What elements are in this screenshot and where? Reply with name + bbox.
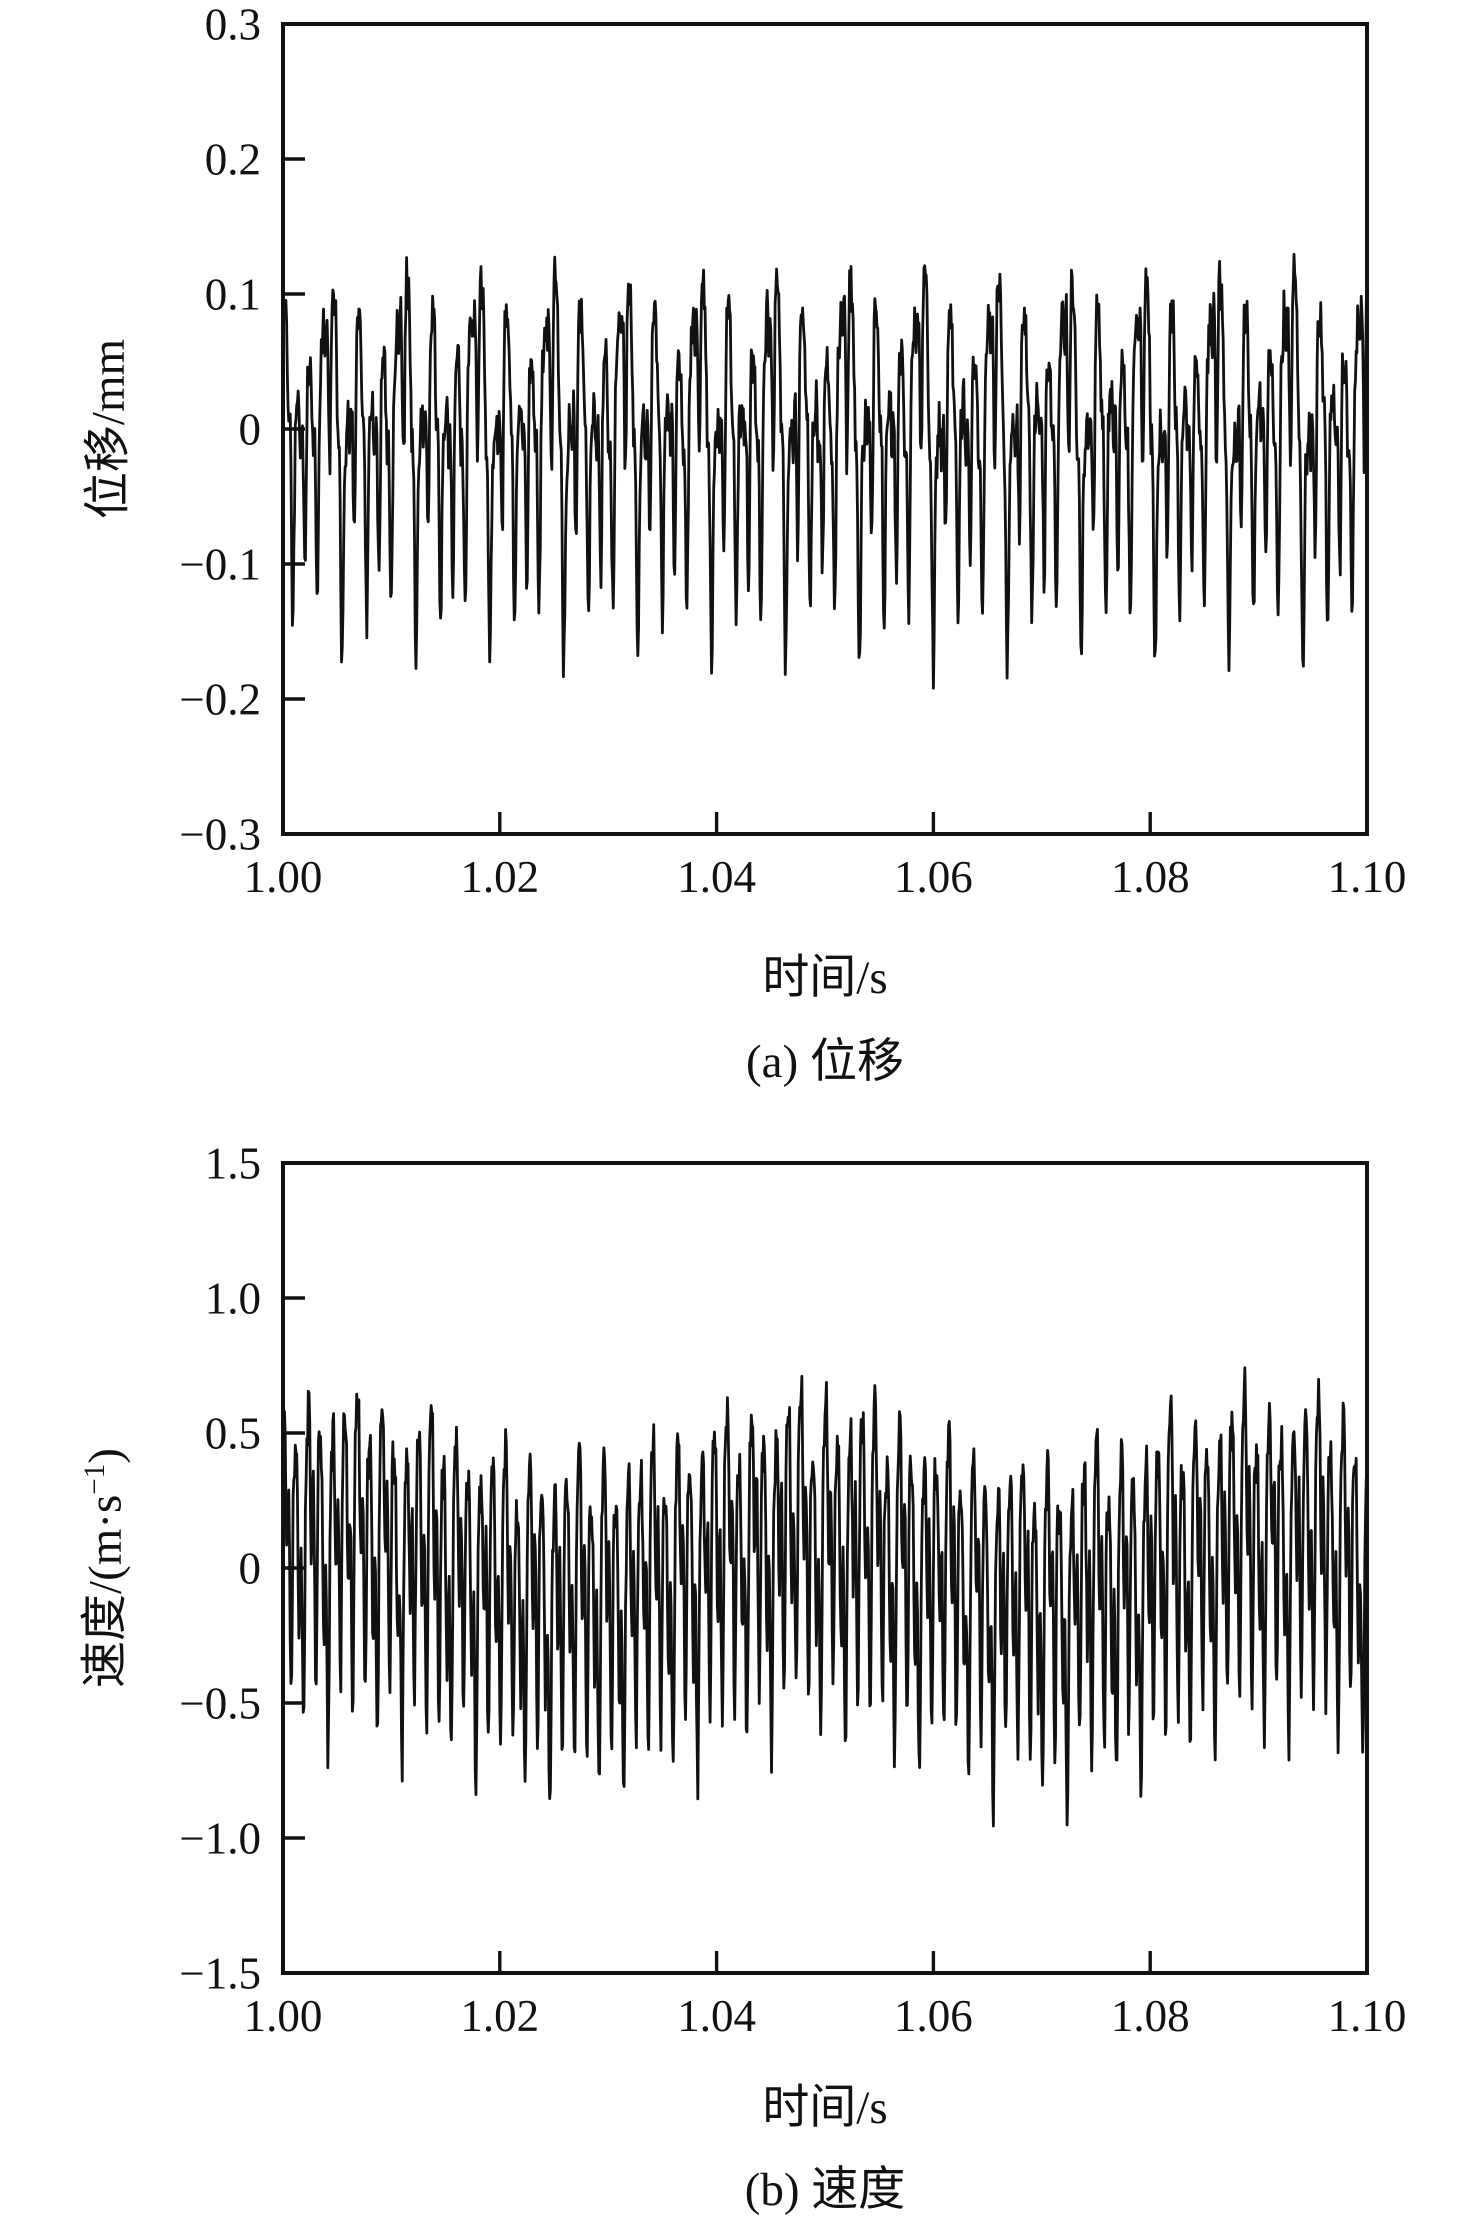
x-tick-label: 1.10 [1328,852,1407,902]
y-tick-label: 1.0 [205,1273,261,1323]
y-tick-label: 0.5 [205,1408,261,1458]
x-axis-label-b: 时间/s [762,2082,888,2134]
signal-trace [281,1366,1369,1828]
x-tick-label: 1.08 [1111,1991,1190,2041]
y-tick-label: −0.5 [179,1678,261,1728]
velocity-plot: 1.5 1.0 0.5 0 −0.5 −1.0 −1.51.00 1.02 1.04 1.06 1.… [179,1139,1407,2041]
y-tick-label: 0.3 [205,0,261,49]
y-tick-label: −1.0 [179,1813,261,1863]
y-tick-label: 0.1 [205,269,261,319]
y-tick-label: −0.2 [179,674,261,724]
panel-caption-b: (b) 速度 [744,2164,906,2216]
panel-caption-a: (a) 位移 [746,1036,904,1088]
y-tick-label: −0.1 [179,539,261,589]
x-tick-label: 1.00 [244,1991,323,2041]
x-tick-label: 1.06 [894,852,973,902]
x-tick-label: 1.00 [244,852,323,902]
x-tick-label: 1.04 [677,1991,756,2041]
x-axis-label-a: 时间/s [762,952,888,1004]
y-tick-label: −1.5 [179,1948,261,1998]
y-tick-label: 0 [239,1543,262,1593]
y-tick-label: 0 [239,404,262,454]
x-tick-label: 1.02 [460,1991,539,2041]
x-tick-label: 1.04 [677,852,756,902]
x-tick-label: 1.08 [1111,852,1190,902]
x-tick-label: 1.02 [460,852,539,902]
y-tick-label: 0.2 [205,134,261,184]
y-tick-label: −0.3 [179,809,261,859]
x-tick-label: 1.06 [894,1991,973,2041]
y-tick-label: 1.5 [205,1139,261,1188]
x-tick-label: 1.10 [1328,1991,1407,2041]
displacement-plot: 0.3 0.2 0.1 0 −0.1 −0.2 −0.31.00 1.02 1.04 1.06 1.… [179,0,1407,902]
signal-trace [281,252,1369,690]
